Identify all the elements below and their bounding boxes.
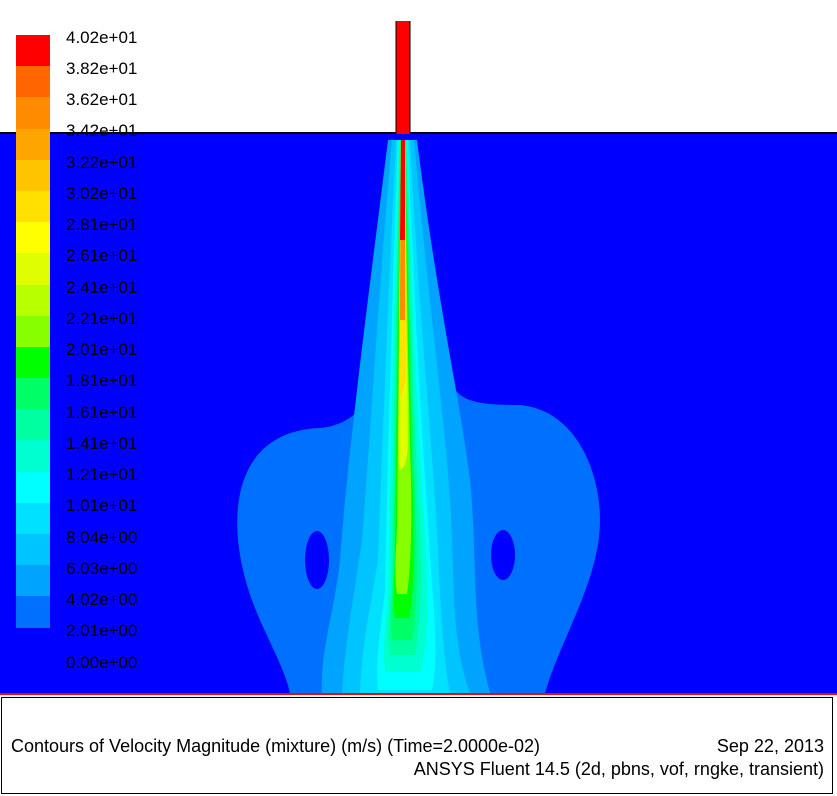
solver-info: ANSYS Fluent 14.5 (2d, pbns, vof, rngke,… (413, 759, 824, 779)
colorbar-swatch (16, 565, 50, 597)
colorbar-label: 3.02e+01 (66, 184, 138, 203)
colorbar-label: 1.41e+01 (66, 434, 138, 453)
colorbar-swatch (16, 534, 50, 566)
colorbar-label: 2.01e+00 (66, 621, 138, 640)
colorbar-label: 2.41e+01 (66, 278, 138, 297)
colorbar-swatch (16, 378, 50, 410)
colorbar-swatch (16, 502, 50, 534)
colorbar-swatch (16, 471, 50, 503)
colorbar (16, 35, 50, 628)
colorbar-swatch (16, 315, 50, 347)
colorbar-label: 4.02e+01 (66, 28, 138, 47)
colorbar-swatch (16, 409, 50, 441)
colorbar-label: 8.04e+00 (66, 528, 138, 547)
colorbar-swatch (16, 35, 50, 67)
colorbar-label: 1.61e+01 (66, 403, 138, 422)
colorbar-swatch (16, 440, 50, 472)
plot-title: Contours of Velocity Magnitude (mixture)… (11, 736, 541, 756)
colorbar-label: 0.00e+00 (66, 653, 138, 672)
colorbar-label: 3.82e+01 (66, 59, 138, 78)
colorbar-label: 1.01e+01 (66, 496, 138, 515)
caption-box: Contours of Velocity Magnitude (mixture)… (1, 697, 833, 794)
colorbar-swatch (16, 190, 50, 223)
colorbar-swatch (16, 66, 50, 98)
colorbar-label: 6.03e+00 (66, 559, 138, 578)
domain-boundary-line (0, 693, 837, 695)
colorbar-label: 3.62e+01 (66, 90, 138, 109)
colorbar-label: 3.22e+01 (66, 153, 138, 172)
colorbar-swatch (16, 284, 50, 316)
colorbar-swatch (16, 97, 50, 129)
colorbar-swatch (16, 222, 50, 254)
colorbar-label: 3.42e+01 (66, 121, 138, 140)
colorbar-label: 2.81e+01 (66, 215, 138, 234)
colorbar-swatch (16, 346, 50, 379)
colorbar-label: 1.21e+01 (66, 465, 138, 484)
colorbar-label: 2.21e+01 (66, 309, 138, 328)
colorbar-swatch (16, 596, 50, 628)
colorbar-label: 1.81e+01 (66, 371, 138, 390)
colorbar-swatch (16, 128, 50, 160)
colorbar-swatch (16, 159, 50, 191)
plot-date: Sep 22, 2013 (716, 736, 824, 756)
colorbar-label: 4.02e+00 (66, 590, 138, 609)
colorbar-label: 2.61e+01 (66, 246, 138, 265)
colorbar-swatch (16, 253, 50, 285)
colorbar-label: 2.01e+01 (66, 340, 138, 359)
